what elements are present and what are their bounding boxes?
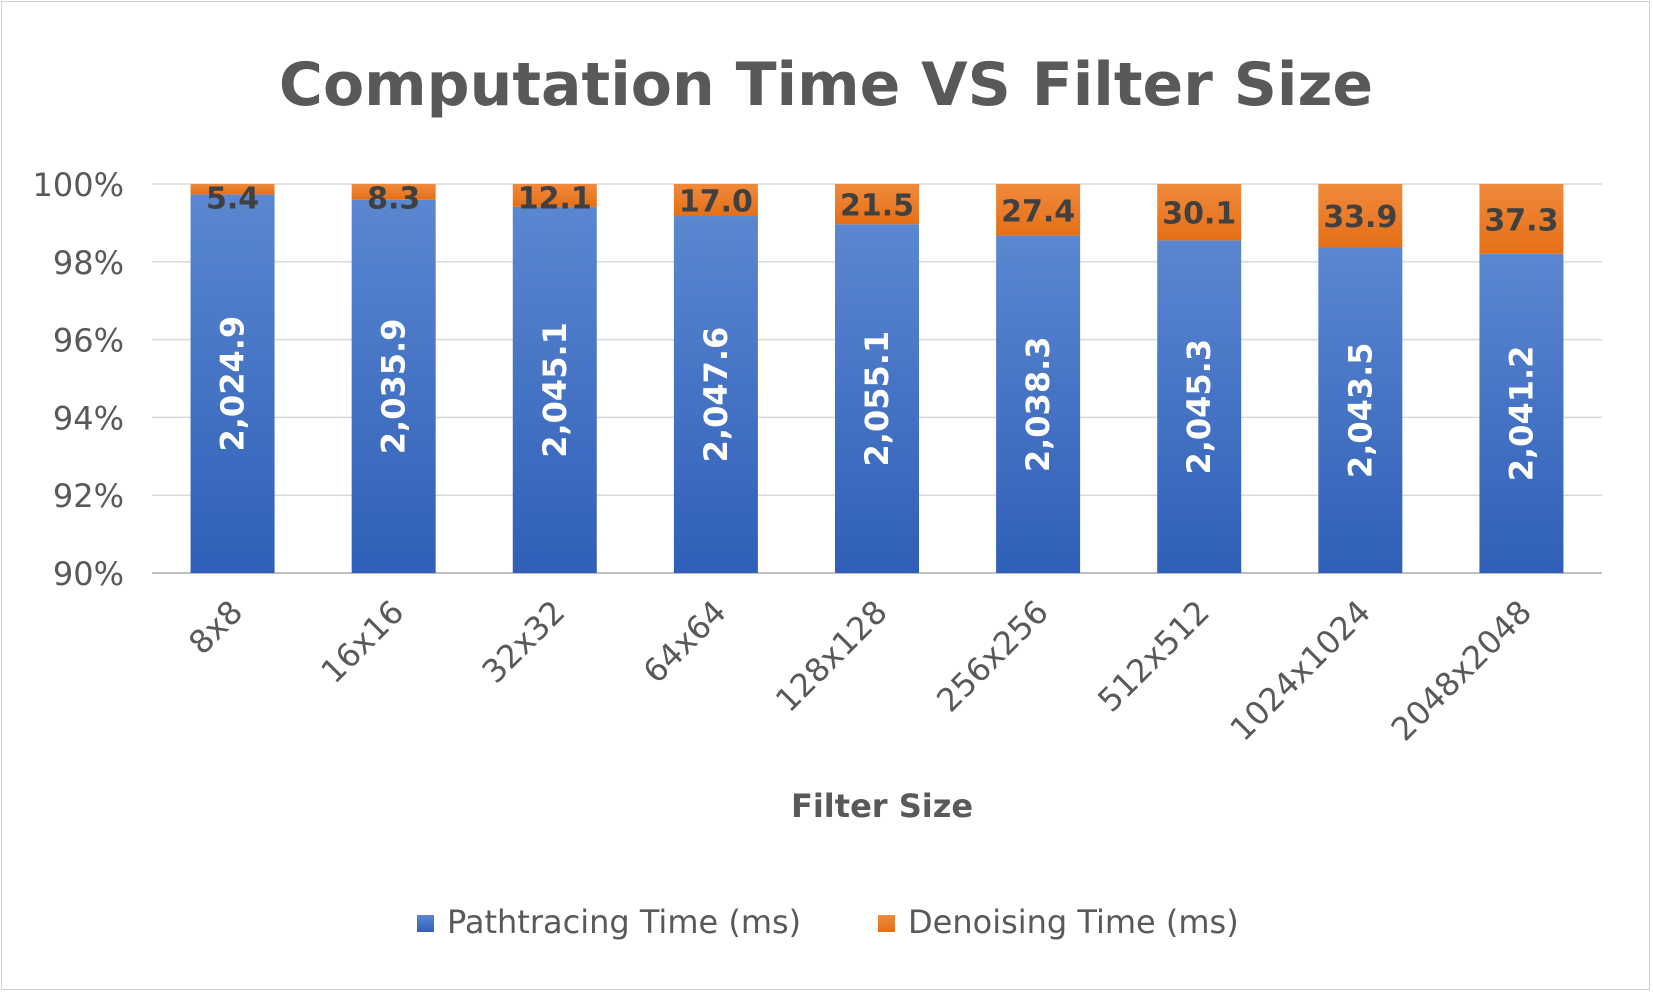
bar-denoising: [512, 184, 597, 207]
chart-title: Computation Time VS Filter Size: [279, 50, 1373, 120]
data-label-pathtracing: 2,055.1: [858, 331, 896, 467]
bar-denoising: [1157, 184, 1242, 241]
bars: [190, 184, 1564, 574]
data-label-pathtracing: 2,047.6: [697, 327, 735, 463]
bar-pathtracing: [1157, 240, 1242, 574]
y-tick-label: 100%: [33, 166, 124, 204]
x-tick-label: 64x64: [636, 593, 734, 691]
data-label-denoising: 37.3: [1484, 203, 1558, 238]
bar-denoising: [190, 184, 275, 195]
legend-swatch-pathtracing: [417, 915, 434, 932]
y-tick-label: 96%: [53, 322, 124, 360]
x-tick-label: 512x512: [1090, 593, 1217, 720]
data-label-pathtracing: 2,024.9: [214, 316, 252, 452]
bar-pathtracing: [835, 224, 919, 573]
data-label-denoising: 27.4: [1001, 194, 1075, 229]
bar-denoising: [996, 184, 1081, 236]
data-label-pathtracing: 2,035.9: [375, 319, 413, 455]
data-label-pathtracing: 2,045.3: [1180, 339, 1218, 475]
x-axis-tick-labels: 8x8 16x16 32x32 64x64 128x128 256x256 512x512 1…: [181, 593, 1539, 748]
bar-pathtracing: [1318, 247, 1403, 573]
bar-pathtracing: [512, 206, 597, 573]
data-label-denoising: 21.5: [840, 189, 914, 224]
data-labels: 2,024.9 5.4 2,035.9 8.3 2,045.1 12.1 2,047.6 17…: [206, 182, 1558, 482]
legend-label-pathtracing: Pathtracing Time (ms): [447, 903, 801, 941]
bar-pathtracing: [996, 235, 1081, 573]
bar-denoising: [673, 184, 758, 217]
bar-pathtracing: [351, 199, 436, 574]
data-label-pathtracing: 2,045.1: [536, 322, 574, 458]
y-tick-label: 92%: [53, 477, 124, 515]
legend: Pathtracing Time (ms) Denoising Time (ms): [417, 903, 1239, 941]
y-tick-label: 98%: [53, 244, 124, 282]
x-tick-label: 32x32: [475, 593, 573, 691]
x-tick-label: 1024x1024: [1223, 593, 1378, 748]
x-axis-title: Filter Size: [791, 787, 973, 825]
bar-denoising: [1318, 184, 1403, 248]
x-tick-label: 16x16: [313, 593, 411, 691]
y-axis-tick-labels: 90% 92% 94% 96% 98% 100%: [33, 166, 124, 593]
legend-label-denoising: Denoising Time (ms): [908, 903, 1239, 941]
bar-denoising: [835, 184, 919, 225]
data-label-denoising: 33.9: [1323, 200, 1397, 235]
bar-pathtracing: [673, 216, 758, 574]
y-tick-label: 90%: [53, 555, 124, 593]
data-label-denoising: 17.0: [679, 185, 753, 220]
y-tick-label: 94%: [53, 399, 124, 437]
legend-swatch-denoising: [878, 915, 895, 932]
data-label-pathtracing: 2,038.3: [1019, 336, 1057, 472]
x-tick-label: 128x128: [768, 593, 895, 720]
data-label-denoising: 12.1: [518, 182, 592, 217]
x-tick-label: 2048x2048: [1384, 593, 1539, 748]
x-tick-label: 8x8: [181, 593, 250, 662]
data-label-denoising: 30.1: [1162, 197, 1236, 232]
bar-pathtracing: [1479, 253, 1564, 573]
bar-denoising: [351, 184, 436, 200]
data-label-pathtracing: 2,043.5: [1341, 342, 1379, 478]
x-tick-label: 256x256: [929, 593, 1056, 720]
data-label-pathtracing: 2,041.2: [1502, 346, 1540, 482]
data-label-denoising: 5.4: [206, 182, 259, 217]
bar-denoising: [1479, 184, 1564, 254]
bar-pathtracing: [190, 194, 275, 573]
data-label-denoising: 8.3: [367, 182, 420, 217]
